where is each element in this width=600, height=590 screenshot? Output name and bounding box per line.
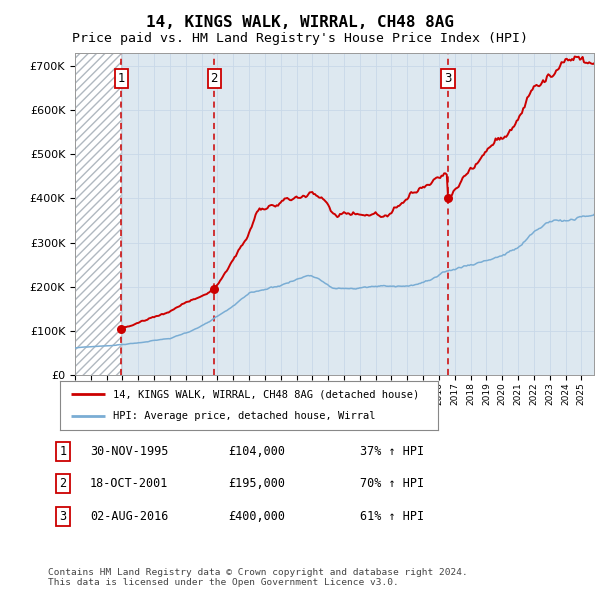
Text: 2: 2 <box>59 477 67 490</box>
Text: 14, KINGS WALK, WIRRAL, CH48 8AG: 14, KINGS WALK, WIRRAL, CH48 8AG <box>146 15 454 30</box>
Text: £400,000: £400,000 <box>228 510 285 523</box>
Text: 70% ↑ HPI: 70% ↑ HPI <box>360 477 424 490</box>
Text: 37% ↑ HPI: 37% ↑ HPI <box>360 445 424 458</box>
Text: £195,000: £195,000 <box>228 477 285 490</box>
Text: 2: 2 <box>211 73 218 86</box>
Text: 02-AUG-2016: 02-AUG-2016 <box>90 510 169 523</box>
Bar <box>75 53 121 375</box>
Text: HPI: Average price, detached house, Wirral: HPI: Average price, detached house, Wirr… <box>113 411 376 421</box>
Text: Price paid vs. HM Land Registry's House Price Index (HPI): Price paid vs. HM Land Registry's House … <box>72 32 528 45</box>
Text: 61% ↑ HPI: 61% ↑ HPI <box>360 510 424 523</box>
Text: £104,000: £104,000 <box>228 445 285 458</box>
Text: 3: 3 <box>445 73 452 86</box>
Text: 1: 1 <box>59 445 67 458</box>
Text: 14, KINGS WALK, WIRRAL, CH48 8AG (detached house): 14, KINGS WALK, WIRRAL, CH48 8AG (detach… <box>113 389 419 399</box>
Text: 3: 3 <box>59 510 67 523</box>
Text: Contains HM Land Registry data © Crown copyright and database right 2024.
This d: Contains HM Land Registry data © Crown c… <box>48 568 468 587</box>
Text: 30-NOV-1995: 30-NOV-1995 <box>90 445 169 458</box>
Text: 1: 1 <box>118 73 125 86</box>
Text: 18-OCT-2001: 18-OCT-2001 <box>90 477 169 490</box>
